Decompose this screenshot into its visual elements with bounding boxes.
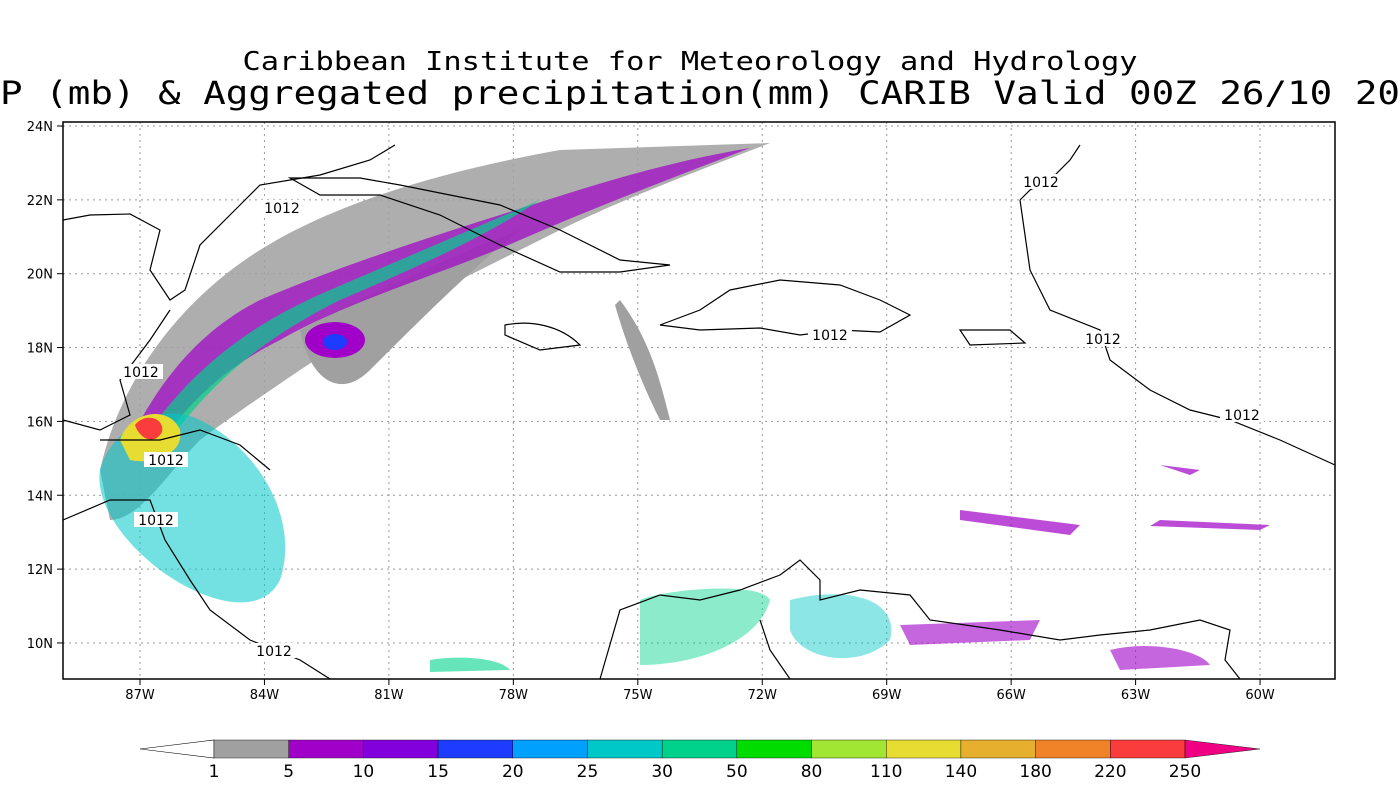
lon-label: 60W bbox=[1245, 688, 1275, 703]
colorbar-label: 30 bbox=[651, 762, 673, 782]
contour-label-bg bbox=[144, 452, 188, 467]
colorbar-label: 20 bbox=[502, 762, 524, 782]
colorbar-label: 80 bbox=[801, 762, 823, 782]
contour-label-bg bbox=[1220, 407, 1264, 422]
colorbar-label: 5 bbox=[283, 762, 294, 782]
colorbar-label: 10 bbox=[353, 762, 375, 782]
lat-label: 14N bbox=[27, 489, 53, 504]
colorbar-swatch bbox=[288, 739, 364, 759]
colorbar-swatch bbox=[661, 739, 738, 759]
colorbar-label: 220 bbox=[1094, 762, 1126, 782]
contour-label-bg bbox=[260, 200, 304, 215]
lon-label: 69W bbox=[872, 688, 902, 703]
lon-label: 66W bbox=[996, 688, 1026, 703]
lat-label: 18N bbox=[27, 342, 53, 357]
contour-label-bg bbox=[134, 512, 178, 527]
colorbar-under bbox=[139, 739, 215, 759]
precipitation bbox=[99, 143, 1270, 672]
lon-label: 72W bbox=[748, 688, 778, 703]
contour-label: 1012 bbox=[1224, 408, 1260, 424]
colorbar-swatch bbox=[1035, 739, 1111, 759]
contour-label-bg bbox=[808, 327, 852, 342]
contour-label: 1012 bbox=[1023, 175, 1059, 191]
lon-label: 81W bbox=[374, 688, 404, 703]
contour-label: 1012 bbox=[812, 328, 848, 344]
colorbar-label: 180 bbox=[1019, 762, 1051, 782]
colorbar-swatch bbox=[587, 739, 663, 759]
lon-label: 63W bbox=[1121, 688, 1151, 703]
contour-label: 1012 bbox=[264, 201, 300, 217]
contour-label: 1012 bbox=[1085, 332, 1121, 348]
contour-label-bg bbox=[119, 364, 163, 379]
colorbar-label: 25 bbox=[577, 762, 599, 782]
contour-label: 1012 bbox=[148, 453, 184, 469]
colorbar-label: 140 bbox=[945, 762, 977, 782]
lat-label: 20N bbox=[27, 268, 53, 283]
colorbar-label: 1 bbox=[209, 762, 220, 782]
colorbar-swatch bbox=[811, 739, 887, 759]
colorbar-swatch bbox=[960, 739, 1036, 759]
colorbar-swatch bbox=[512, 739, 588, 759]
lat-label: 10N bbox=[27, 637, 53, 652]
lat-label: 16N bbox=[27, 415, 53, 430]
colorbar-swatch bbox=[363, 739, 439, 759]
colorbar-over bbox=[1184, 739, 1261, 759]
colorbar-label: 50 bbox=[726, 762, 748, 782]
colorbar-label: 250 bbox=[1169, 762, 1201, 782]
lon-label: 84W bbox=[250, 688, 280, 703]
lon-label: 75W bbox=[623, 688, 653, 703]
lat-label: 12N bbox=[27, 563, 53, 578]
colorbar-swatch bbox=[437, 739, 513, 759]
contour-label-bg bbox=[1081, 331, 1125, 346]
colorbar-swatch bbox=[213, 739, 289, 759]
colorbar-label: 110 bbox=[870, 762, 902, 782]
lat-label: 22N bbox=[27, 194, 53, 209]
colorbar-swatch bbox=[736, 739, 812, 759]
colorbar-label: 15 bbox=[427, 762, 449, 782]
contour-label-bg bbox=[1019, 174, 1063, 189]
colorbar-swatch bbox=[1110, 739, 1186, 759]
title-line1: Caribbean Institute for Meteorology and … bbox=[243, 47, 1138, 77]
lat-label: 24N bbox=[27, 120, 53, 135]
lon-label: 87W bbox=[125, 688, 155, 703]
colorbar-swatch bbox=[886, 739, 962, 759]
title-line2: P (mb) & Aggregated precipitation(mm) CA… bbox=[0, 74, 1400, 112]
contour-label: 1012 bbox=[138, 513, 174, 529]
contour-label: 1012 bbox=[256, 644, 292, 660]
map-frame bbox=[62, 121, 1336, 680]
lon-label: 78W bbox=[499, 688, 529, 703]
contour-label: 1012 bbox=[123, 365, 159, 381]
contour-label-bg bbox=[252, 643, 296, 658]
